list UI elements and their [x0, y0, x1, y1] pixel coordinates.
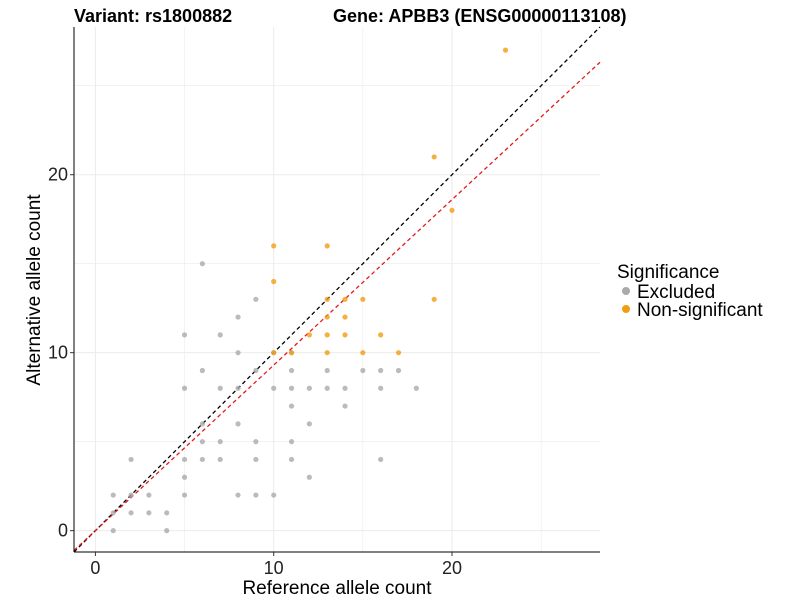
point-non-significant	[342, 296, 348, 302]
legend-key-non-significant	[622, 305, 630, 313]
point-excluded	[413, 385, 419, 391]
point-non-significant	[324, 296, 330, 302]
point-excluded	[324, 385, 330, 391]
chart-title-variant: Variant: rs1800882	[74, 6, 232, 26]
x-tick-label: 10	[264, 558, 284, 578]
point-non-significant	[288, 350, 295, 356]
legend: Significance Excluded Non-significant	[617, 262, 763, 321]
point-excluded	[235, 385, 241, 391]
point-excluded	[146, 510, 152, 516]
point-excluded	[235, 350, 241, 356]
point-excluded	[395, 367, 402, 374]
point-excluded	[128, 510, 134, 516]
point-excluded	[253, 439, 259, 445]
point-excluded	[164, 528, 170, 534]
point-non-significant	[449, 207, 455, 213]
point-excluded	[217, 439, 223, 445]
fit-line	[73, 61, 601, 551]
y-axis-label: Alternative allele count	[24, 194, 45, 386]
point-excluded	[110, 492, 116, 498]
point-excluded	[360, 367, 366, 374]
point-non-significant	[378, 332, 384, 338]
point-excluded	[306, 421, 312, 427]
point-excluded	[128, 456, 134, 463]
point-non-significant	[324, 314, 330, 320]
point-excluded	[271, 385, 277, 391]
point-non-significant	[360, 350, 366, 356]
point-excluded	[110, 528, 116, 534]
point-excluded	[288, 403, 295, 409]
y-tick-label: 10	[48, 343, 68, 363]
identity-line	[73, 26, 601, 553]
point-excluded	[128, 492, 134, 498]
point-excluded	[342, 385, 348, 391]
point-excluded	[306, 385, 312, 391]
point-excluded	[217, 385, 223, 391]
point-non-significant	[431, 296, 437, 302]
point-excluded	[217, 456, 223, 463]
point-excluded	[253, 492, 259, 498]
data-points	[110, 47, 509, 534]
point-non-significant	[324, 243, 330, 249]
point-excluded	[217, 332, 223, 338]
point-excluded	[253, 367, 259, 374]
y-tick-label: 0	[58, 521, 68, 541]
point-non-significant	[342, 332, 348, 338]
point-excluded	[181, 385, 188, 391]
point-non-significant	[271, 243, 277, 249]
point-excluded	[288, 385, 295, 391]
point-excluded	[235, 421, 241, 427]
x-tick-label: 0	[90, 558, 100, 578]
point-non-significant	[395, 350, 402, 356]
point-excluded	[235, 492, 241, 498]
point-excluded	[378, 456, 384, 463]
legend-label-non-significant: Non-significant	[637, 300, 763, 321]
point-excluded	[164, 510, 170, 516]
point-excluded	[271, 492, 277, 498]
point-excluded	[181, 474, 188, 480]
point-excluded	[288, 367, 295, 374]
point-excluded	[306, 474, 312, 480]
point-non-significant	[502, 47, 509, 53]
point-non-significant	[306, 332, 312, 338]
point-excluded	[378, 367, 384, 374]
point-excluded	[199, 261, 205, 267]
grid-lines	[74, 27, 600, 552]
point-excluded	[288, 439, 295, 445]
point-excluded	[253, 296, 259, 302]
point-excluded	[378, 385, 384, 391]
point-excluded	[199, 421, 205, 427]
point-non-significant	[324, 350, 330, 356]
legend-label-excluded: Excluded	[637, 282, 715, 303]
point-non-significant	[360, 296, 366, 302]
point-excluded	[253, 456, 259, 463]
legend-title: Significance	[617, 262, 719, 283]
point-excluded	[181, 456, 188, 463]
point-excluded	[199, 456, 205, 463]
point-excluded	[288, 456, 295, 463]
point-excluded	[199, 367, 205, 374]
y-tick-label: 20	[48, 165, 68, 185]
x-tick-label: 20	[442, 558, 462, 578]
chart-title-gene: Gene: APBB3 (ENSG00000113108)	[333, 6, 626, 26]
point-non-significant	[342, 314, 348, 320]
point-excluded	[342, 403, 348, 409]
point-excluded	[181, 332, 188, 338]
point-excluded	[199, 439, 205, 445]
point-excluded	[110, 510, 116, 516]
point-excluded	[235, 314, 241, 320]
point-non-significant	[271, 350, 277, 356]
point-non-significant	[431, 154, 437, 160]
point-excluded	[181, 492, 188, 498]
point-non-significant	[271, 278, 277, 285]
point-non-significant	[324, 332, 330, 338]
point-excluded	[146, 492, 152, 498]
y-ticks: 0 10 20	[48, 165, 74, 541]
x-ticks: 0 10 20	[90, 552, 462, 578]
reference-lines	[73, 26, 601, 553]
legend-key-excluded	[622, 287, 630, 295]
point-excluded	[324, 367, 330, 374]
x-axis-label: Reference allele count	[242, 578, 432, 599]
